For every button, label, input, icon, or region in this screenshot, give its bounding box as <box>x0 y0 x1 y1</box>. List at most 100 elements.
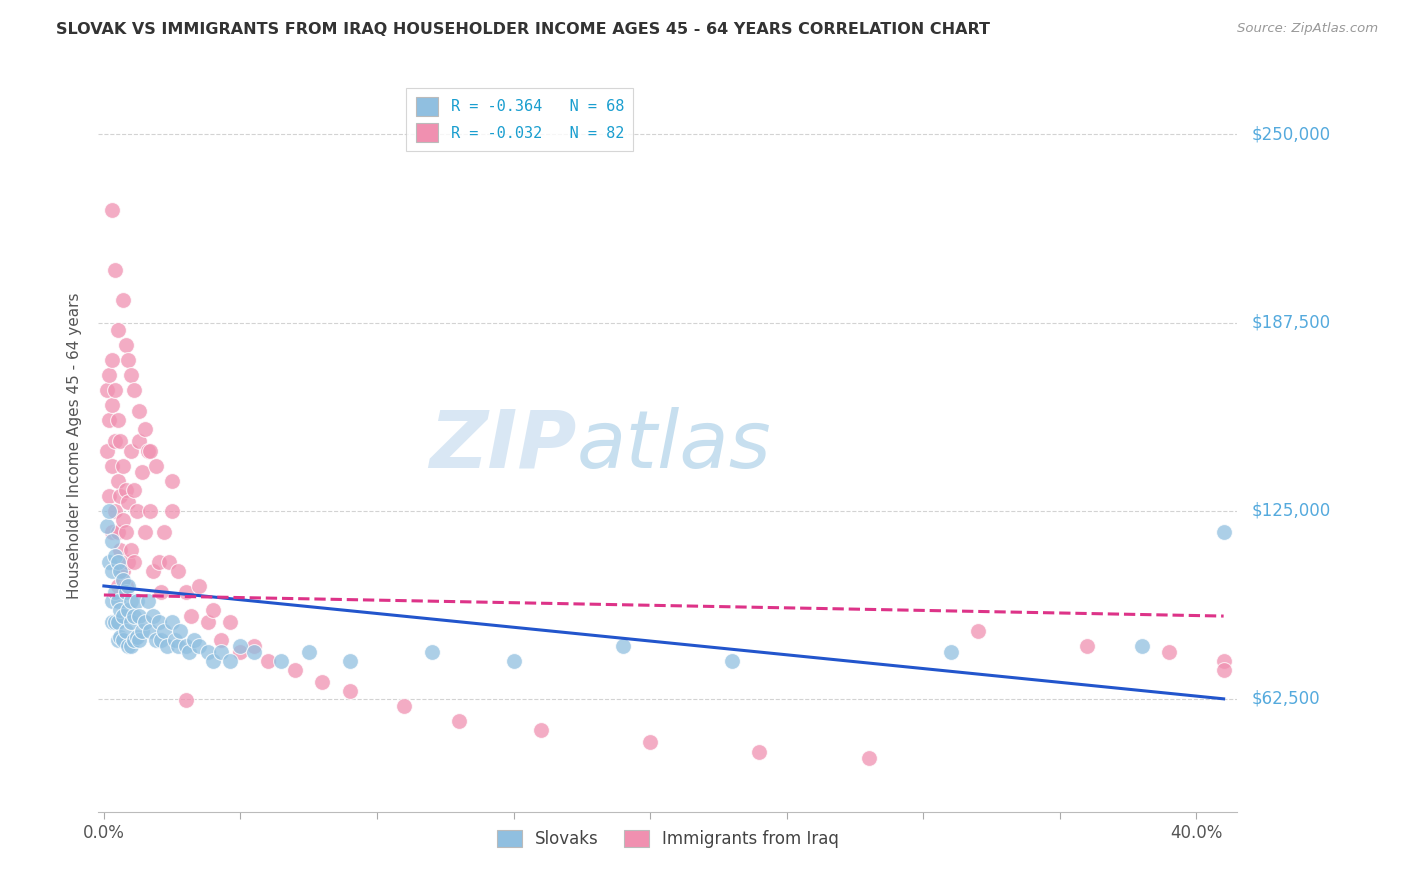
Point <box>104 263 127 277</box>
Point <box>117 353 139 368</box>
Point <box>101 564 124 578</box>
Point <box>107 555 129 569</box>
Point <box>96 443 118 458</box>
Point <box>96 384 118 398</box>
Point <box>160 504 183 518</box>
Point <box>128 434 150 449</box>
Point <box>101 202 124 217</box>
Point <box>243 639 266 653</box>
Text: $187,500: $187,500 <box>1251 314 1330 332</box>
Point <box>111 513 134 527</box>
Point <box>1157 645 1180 659</box>
Point <box>612 639 634 653</box>
Point <box>101 524 124 539</box>
Point <box>101 533 124 548</box>
Point <box>110 434 132 449</box>
Point <box>270 654 292 668</box>
Point <box>110 542 132 557</box>
Point <box>156 639 179 653</box>
Point <box>160 615 183 629</box>
Y-axis label: Householder Income Ages 45 - 64 years: Householder Income Ages 45 - 64 years <box>67 293 83 599</box>
Point <box>148 555 170 569</box>
Point <box>502 654 524 668</box>
Point <box>117 494 139 508</box>
Point <box>110 564 132 578</box>
Text: $62,500: $62,500 <box>1251 690 1320 708</box>
Text: $250,000: $250,000 <box>1251 126 1330 144</box>
Point <box>202 654 225 668</box>
Point <box>107 323 129 337</box>
Point <box>160 474 183 488</box>
Point <box>1212 524 1234 539</box>
Point <box>229 645 252 659</box>
Point <box>125 504 148 518</box>
Point <box>134 524 156 539</box>
Point <box>394 699 416 714</box>
Point <box>153 624 176 639</box>
Point <box>339 654 361 668</box>
Point <box>243 645 266 659</box>
Point <box>136 594 159 608</box>
Point <box>145 633 167 648</box>
Point <box>101 353 124 368</box>
Point <box>721 654 744 668</box>
Point <box>209 645 232 659</box>
Point <box>229 639 252 653</box>
Point <box>117 555 139 569</box>
Point <box>107 413 129 427</box>
Point <box>107 615 129 629</box>
Point <box>939 645 962 659</box>
Point <box>120 615 142 629</box>
Point <box>1212 663 1234 677</box>
Point <box>174 693 197 707</box>
Legend: Slovaks, Immigrants from Iraq: Slovaks, Immigrants from Iraq <box>491 823 845 855</box>
Point <box>96 518 118 533</box>
Point <box>1130 639 1153 653</box>
Point <box>202 603 225 617</box>
Point <box>128 633 150 648</box>
Point <box>177 645 200 659</box>
Point <box>188 579 211 593</box>
Point <box>311 675 333 690</box>
Point <box>114 624 136 639</box>
Point <box>114 524 136 539</box>
Point <box>125 630 148 644</box>
Point <box>101 458 124 473</box>
Point <box>104 384 127 398</box>
Point <box>122 555 145 569</box>
Text: SLOVAK VS IMMIGRANTS FROM IRAQ HOUSEHOLDER INCOME AGES 45 - 64 YEARS CORRELATION: SLOVAK VS IMMIGRANTS FROM IRAQ HOUSEHOLD… <box>56 22 990 37</box>
Point <box>104 549 127 563</box>
Point <box>128 404 150 418</box>
Point <box>120 443 142 458</box>
Point <box>114 585 136 599</box>
Point <box>107 474 129 488</box>
Text: $125,000: $125,000 <box>1251 501 1330 520</box>
Point <box>180 609 202 624</box>
Point <box>150 633 173 648</box>
Point <box>111 293 134 307</box>
Point <box>111 458 134 473</box>
Point <box>218 654 240 668</box>
Point <box>110 630 132 644</box>
Point <box>150 585 173 599</box>
Point <box>166 564 188 578</box>
Point <box>1212 654 1234 668</box>
Point <box>120 639 142 653</box>
Point <box>447 714 470 729</box>
Point <box>858 750 880 764</box>
Text: Source: ZipAtlas.com: Source: ZipAtlas.com <box>1237 22 1378 36</box>
Point <box>197 615 219 629</box>
Point <box>120 368 142 383</box>
Point <box>117 579 139 593</box>
Point <box>104 434 127 449</box>
Point <box>197 645 219 659</box>
Point <box>145 458 167 473</box>
Point <box>174 639 197 653</box>
Point <box>101 398 124 412</box>
Point <box>107 579 129 593</box>
Point <box>256 654 278 668</box>
Point <box>166 639 188 653</box>
Point <box>111 573 134 587</box>
Point <box>298 645 321 659</box>
Point <box>117 603 139 617</box>
